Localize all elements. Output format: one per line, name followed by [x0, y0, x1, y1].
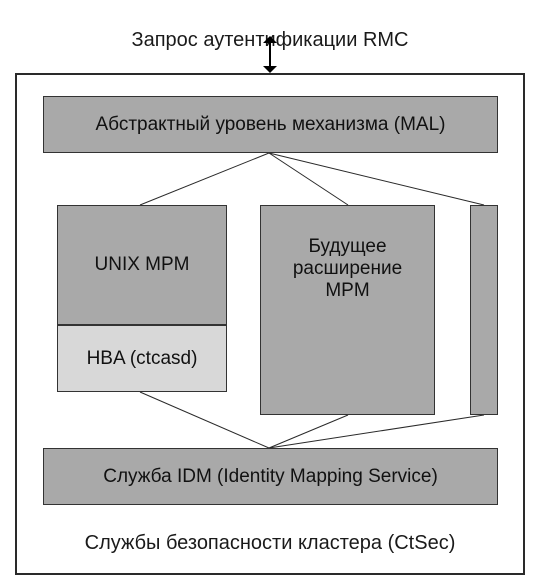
- unix-mpm-label: UNIX MPM: [95, 254, 190, 276]
- idm-label: Служба IDM (Identity Mapping Service): [103, 466, 438, 488]
- bidirectional-arrow-icon: [261, 36, 279, 73]
- unix-mpm-box: UNIX MPM: [57, 205, 227, 325]
- future-mpm-box: Будущее расширение MPM: [260, 205, 435, 415]
- future-mpm-label: Будущее расширение MPM: [293, 236, 402, 302]
- idm-box: Служба IDM (Identity Mapping Service): [43, 448, 498, 505]
- ctsec-caption-text: Службы безопасности кластера (CtSec): [85, 532, 456, 554]
- right-strip-box: [470, 205, 498, 415]
- hba-box: HBA (ctcasd): [57, 325, 227, 392]
- hba-label: HBA (ctcasd): [87, 348, 198, 370]
- ctsec-caption: Службы безопасности кластера (CtSec): [15, 532, 525, 555]
- mal-label: Абстрактный уровень механизма (MAL): [96, 114, 446, 136]
- mal-box: Абстрактный уровень механизма (MAL): [43, 96, 498, 153]
